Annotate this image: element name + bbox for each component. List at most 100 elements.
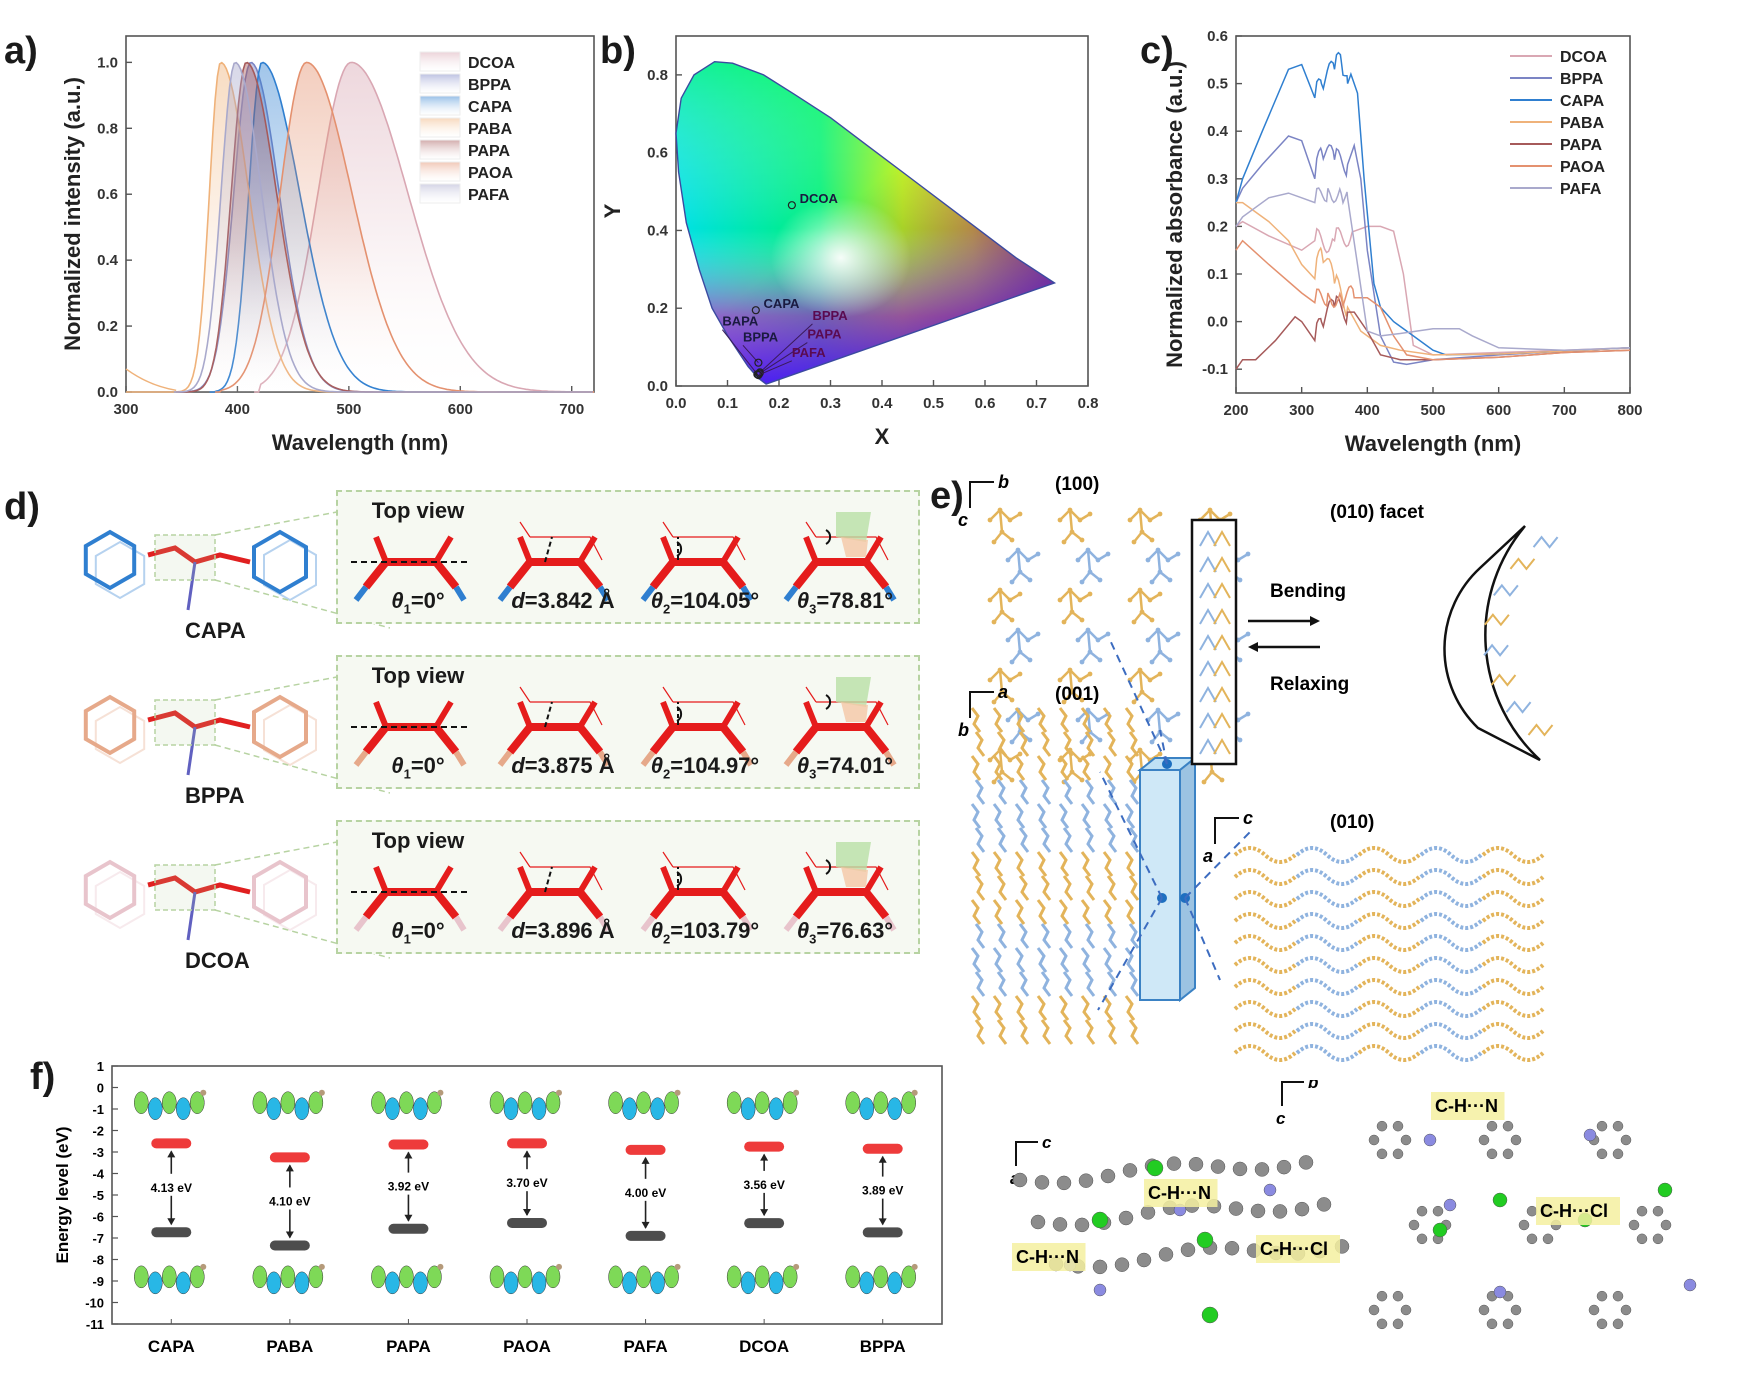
chain-segment [1102,755,1114,781]
theta3-label: θ3=74.01° [770,753,920,781]
axis-arrow [1015,1141,1038,1166]
atom [1652,1205,1664,1217]
axis-label-h: c [1042,1133,1052,1152]
chain-segment [1040,875,1052,901]
legend-swatch [419,51,461,72]
atom [1034,1175,1050,1190]
molecule-motif [987,667,1023,705]
atom [1510,1304,1522,1316]
leader-line [759,342,808,374]
chain-segment [1018,875,1030,901]
molecule-motif [1057,507,1093,545]
wave-chain [1481,1044,1545,1062]
panel-label-a: a) [4,30,38,72]
chain-segment [1128,971,1140,997]
wave-chain [1295,1022,1359,1040]
chain-segment [1124,803,1136,829]
atom [1272,1204,1288,1219]
legend-label: PAFA [468,187,510,204]
x-tick-label: 0.0 [666,395,687,412]
atom [1542,1233,1554,1245]
chain-segment [996,731,1008,757]
subscript: 1 [403,931,411,947]
chevron-blue [1199,581,1217,599]
theta2-label: θ2=104.97° [630,753,780,781]
atom [1376,1148,1388,1160]
leader-line [758,360,793,376]
y-tick-label: -5 [92,1188,104,1203]
chain-segment [1084,1019,1096,1045]
ring [94,870,146,930]
legend-label: PAPA [468,143,511,160]
bent-crystal [1443,525,1541,762]
value: =3.896 Å [524,918,615,943]
category-label: PAPA [386,1337,431,1356]
x-tick-label: 0.2 [769,395,790,412]
theta3-label: θ3=76.63° [770,918,920,946]
atom [1510,1134,1522,1146]
zoom-region [154,699,216,746]
subscript: 3 [809,766,817,782]
y-tick-label: 0.4 [647,222,669,239]
wave-chain [1357,846,1421,864]
y-tick-label: 0.4 [97,252,119,269]
plane-green [836,842,871,872]
atom [1368,1134,1380,1146]
chain-segment [1040,923,1052,949]
molecule-motif [1075,627,1111,665]
x-tick-label: 200 [1223,402,1248,419]
axis-arrow [1214,817,1239,844]
interaction-highlight [1431,1092,1505,1120]
wave-chain [1233,956,1297,974]
crystal-front [1139,769,1181,1001]
chain-segment [974,779,986,805]
chain-segment [1102,947,1114,973]
y-tick-label: -1 [92,1102,104,1117]
interaction-label-ccl: C-H···Cl [1260,1239,1328,1259]
plane-orange [841,702,868,722]
atom [1486,1148,1498,1160]
legend-label: PAOA [1560,159,1605,176]
theta1-label: θ1=0° [343,918,493,946]
atom [1166,1156,1182,1171]
x-tick-label: 700 [1552,402,1577,419]
atom [1636,1205,1648,1217]
atom [1180,1242,1196,1258]
theta1-label: θ1=0° [343,588,493,616]
interaction-highlight [1144,1179,1218,1207]
chain-segment [1106,923,1118,949]
atom [1392,1290,1404,1302]
subscript: 2 [663,601,671,617]
lumo-bar [625,1144,666,1155]
y-tick-label: -9 [92,1274,104,1289]
atom [1210,1159,1226,1174]
arrow-head [285,1231,294,1239]
interaction-highlight [1012,1243,1086,1271]
interaction-label-cn: C-H···N [1016,1247,1079,1267]
chain-segment [1014,995,1026,1021]
atom [1376,1290,1388,1302]
bond-fragment [351,865,471,932]
y-tick-label: 0.8 [647,67,668,84]
chain-segment [1124,851,1136,877]
arrow-head [641,1156,650,1164]
chain-segment [1014,899,1026,925]
interaction-label-cn: C-H···N [1148,1183,1211,1203]
lumo-orbital [134,1089,207,1120]
molecule-motif [1005,547,1041,585]
atom [1196,1231,1214,1249]
lumo-orbital [371,1089,444,1120]
arrow-head [760,1209,769,1217]
molecule-motif [1075,547,1111,585]
chain-segment [1014,755,1026,781]
value: =104.05° [670,588,760,613]
line-papa [1235,295,1631,370]
homo-bar [388,1223,429,1234]
chevron-orange [1213,685,1231,703]
wave-chain [1419,912,1483,930]
y-tick-label: 0.6 [1207,30,1228,45]
curved-chevron [1527,723,1554,737]
chevron-orange [1213,581,1231,599]
line-paba-tail [125,368,177,392]
